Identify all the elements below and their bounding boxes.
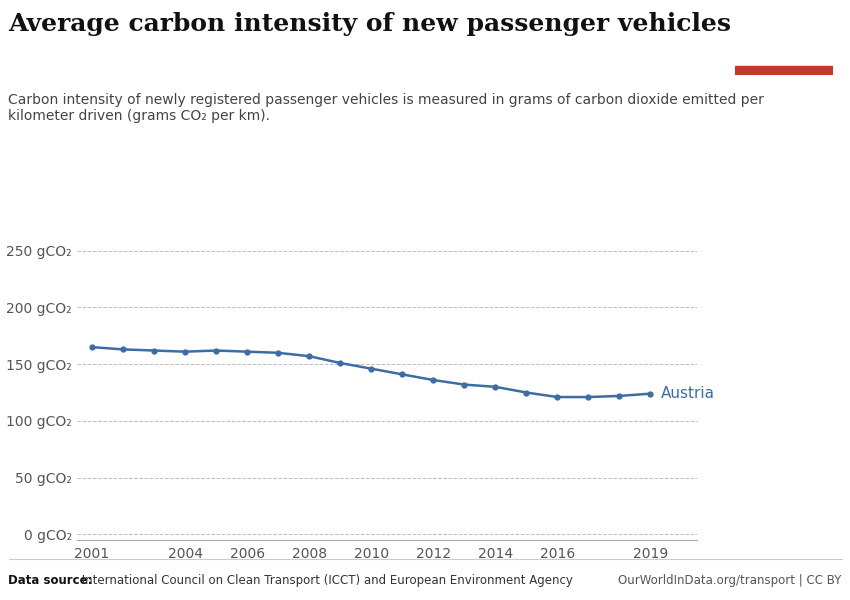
- Text: Average carbon intensity of new passenger vehicles: Average carbon intensity of new passenge…: [8, 12, 732, 36]
- Bar: [735, 66, 833, 75]
- Text: Carbon intensity of newly registered passenger vehicles is measured in grams of : Carbon intensity of newly registered pas…: [8, 93, 764, 123]
- Text: Our World: Our World: [752, 27, 816, 37]
- Text: Data source:: Data source:: [8, 574, 93, 587]
- Text: OurWorldInData.org/transport | CC BY: OurWorldInData.org/transport | CC BY: [618, 574, 842, 587]
- Text: in Data: in Data: [762, 45, 807, 55]
- Text: Austria: Austria: [661, 386, 716, 401]
- Text: International Council on Clean Transport (ICCT) and European Environment Agency: International Council on Clean Transport…: [78, 574, 573, 587]
